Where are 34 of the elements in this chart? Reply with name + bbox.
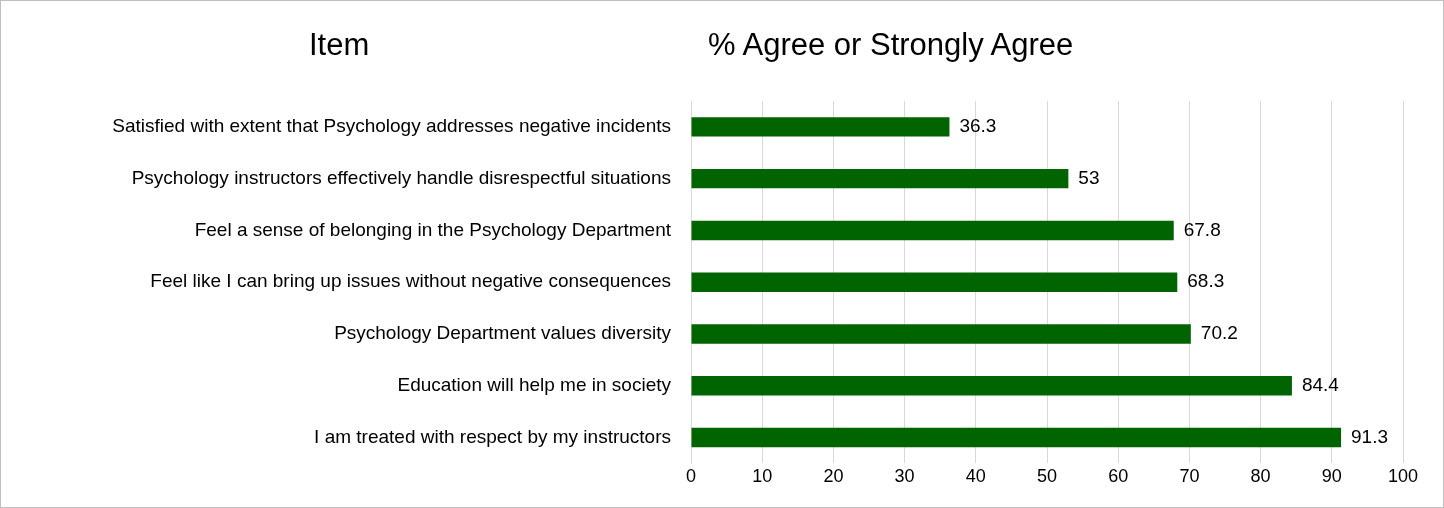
bar: [691, 272, 1178, 292]
y-tick-label: I am treated with respect by my instructors: [314, 425, 671, 447]
data-label: 53: [1078, 166, 1100, 188]
data-label: 91.3: [1351, 425, 1389, 447]
data-label: 68.3: [1187, 270, 1225, 292]
bar: [691, 117, 950, 137]
x-tick-label: 20: [823, 466, 844, 487]
y-tick-label: Psychology instructors effectively handle disrespectful situations: [131, 166, 671, 188]
y-tick-label: Education will help me in society: [397, 373, 672, 395]
data-label: 84.4: [1301, 373, 1340, 395]
bar: [691, 427, 1342, 448]
x-tick-label: 90: [1321, 466, 1342, 487]
chart-title: % Agree or Strongly Agree: [708, 27, 1074, 63]
x-tick-label: 80: [1250, 466, 1271, 487]
y-tick-label: Feel a sense of belonging in the Psychology Department: [194, 218, 672, 240]
data-label: 67.8: [1183, 218, 1221, 240]
bar: [691, 220, 1174, 241]
x-tick-label: 40: [965, 466, 986, 487]
x-tick-label: 0: [685, 466, 697, 487]
x-tick-label: 70: [1179, 466, 1200, 487]
x-tick-label: 50: [1036, 466, 1058, 487]
x-tick-label: 30: [894, 466, 915, 487]
y-tick-label: Satisfied with extent that Psychology addresses negative incidents: [112, 115, 671, 137]
x-tick-label: 100: [1387, 466, 1419, 487]
bar: [691, 376, 1292, 396]
bar: [691, 324, 1191, 344]
y-axis-title: Item: [309, 27, 370, 63]
data-label: 70.2: [1200, 322, 1238, 344]
x-tick-label: 60: [1108, 466, 1129, 487]
y-tick-label: Psychology Department values diversity: [334, 322, 672, 344]
y-tick-label: Feel like I can bring up issues without negative consequences: [150, 270, 671, 292]
x-tick-label: 10: [752, 466, 773, 487]
bar: [691, 168, 1069, 189]
data-label: 36.3: [959, 115, 997, 137]
